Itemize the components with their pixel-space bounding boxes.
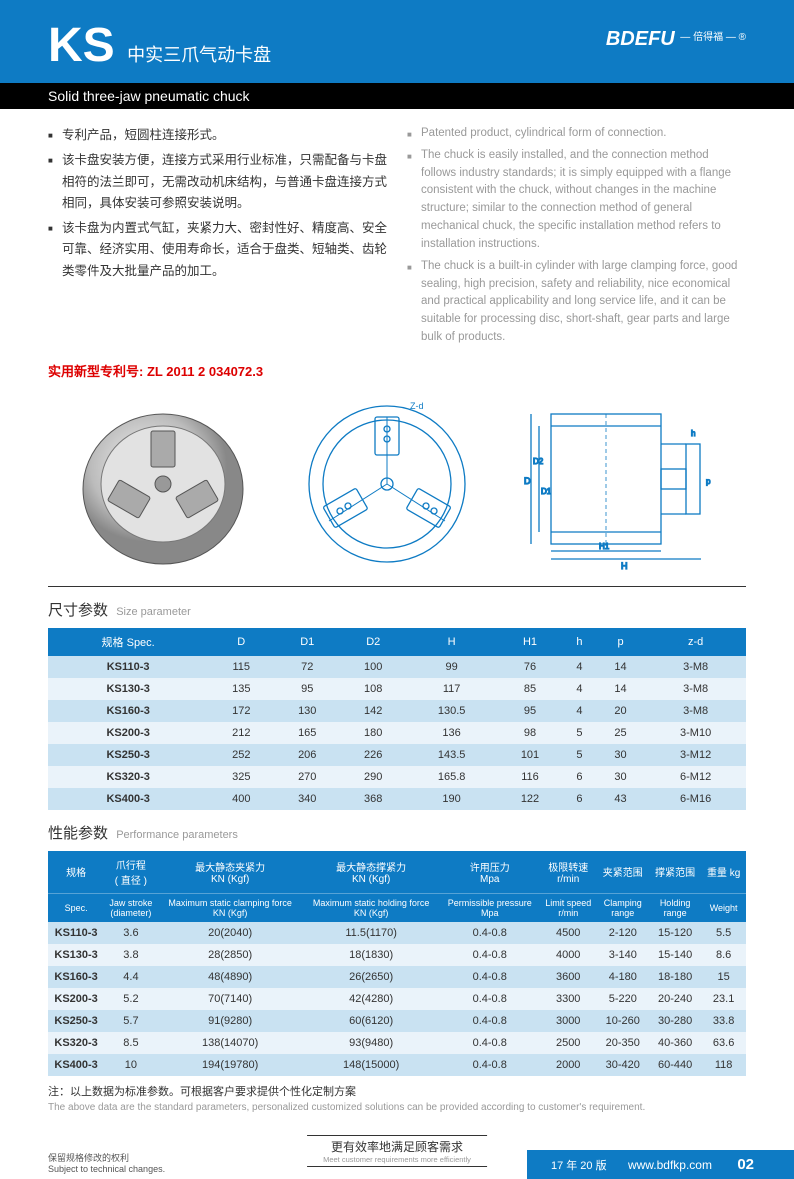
chuck-photo-illustration	[73, 399, 253, 569]
svg-text:H: H	[621, 561, 628, 571]
svg-text:h: h	[691, 429, 695, 438]
table-row: KS200-3212165180136985253-M10	[48, 722, 746, 744]
table-header-cn: 重量 kg	[701, 851, 746, 894]
footer-slogan: 更有效率地满足顾客需求 Meet customer requirements m…	[307, 1135, 487, 1167]
bullet-en: The chuck is a built-in cylinder with la…	[407, 258, 746, 347]
table-header: H	[406, 628, 497, 656]
table-header-cn: 极限转速r/min	[540, 851, 597, 894]
title-cn: 中实三爪气动卡盘	[127, 41, 271, 67]
table-header: D1	[274, 628, 340, 656]
table-header: H1	[497, 628, 563, 656]
table-header-cn: 夹紧范围	[597, 851, 649, 894]
svg-text:H1: H1	[599, 542, 610, 551]
table-header-cn: 最大静态撑紧力KN (Kgf)	[303, 851, 440, 894]
chuck-side-drawing: D D2 D1 H H1 h p	[521, 394, 721, 574]
bullet-en: Patented product, cylindrical form of co…	[407, 125, 746, 143]
table-header-cn: 最大静态夹紧力KN (Kgf)	[158, 851, 303, 894]
table-header-en: Holdingrange	[649, 893, 701, 922]
svg-text:p: p	[706, 477, 711, 486]
table-header: z-d	[645, 628, 746, 656]
table-row: KS160-3172130142130.5954203-M8	[48, 700, 746, 722]
table-row: KS110-33.620(2040)11.5(1170)0.4-0.845002…	[48, 922, 746, 944]
diagram-row: Z-d D D2 D1 H H1 h p	[48, 394, 746, 587]
footer-left: 保留规格修改的权利 Subject to technical changes.	[48, 1151, 165, 1174]
model-name: KS	[48, 18, 115, 73]
table-row: KS200-35.270(7140)42(4280)0.4-0.833005-2…	[48, 988, 746, 1010]
title-en: Solid three-jaw pneumatic chuck	[0, 83, 794, 109]
page-footer: 保留规格修改的权利 Subject to technical changes. …	[0, 1129, 794, 1179]
bullet-en: The chuck is easily installed, and the c…	[407, 147, 746, 254]
bullet-cn: 专利产品，短圆柱连接形式。	[48, 125, 387, 146]
table-row: KS130-313595108117854143-M8	[48, 678, 746, 700]
table-header-en: Jaw stroke(diameter)	[104, 893, 157, 922]
table-header: p	[596, 628, 645, 656]
table-header: 规格 Spec.	[48, 628, 208, 656]
table-header-en: Maximum static holding forceKN (Kgf)	[303, 893, 440, 922]
footnote: 注：以上数据为标准参数。可根据客户要求提供个性化定制方案 The above d…	[48, 1084, 746, 1116]
table-header: h	[563, 628, 596, 656]
table-row: KS320-3325270290165.81166306-M12	[48, 766, 746, 788]
table-header-en: Maximum static clamping forceKN (Kgf)	[158, 893, 303, 922]
bullet-cn: 该卡盘安装方便，连接方式采用行业标准，只需配备与卡盘相符的法兰即可，无需改动机床…	[48, 150, 387, 214]
table-header-cn: 许用压力Mpa	[440, 851, 540, 894]
table-row: KS160-34.448(4890)26(2650)0.4-0.836004-1…	[48, 966, 746, 988]
table-header-en: Spec.	[48, 893, 104, 922]
table-header: D	[208, 628, 274, 656]
chuck-front-drawing: Z-d	[302, 399, 472, 569]
table-row: KS400-34003403681901226436-M16	[48, 788, 746, 810]
table-row: KS320-38.5138(14070)93(9480)0.4-0.825002…	[48, 1032, 746, 1054]
table-header-cn: 爪行程( 直径 )	[104, 851, 157, 894]
table-header-en: Limit speedr/min	[540, 893, 597, 922]
table-row: KS400-310194(19780)148(15000)0.4-0.82000…	[48, 1054, 746, 1076]
svg-text:D: D	[524, 476, 531, 486]
table-header-cn: 规格	[48, 851, 104, 894]
patent-number: 实用新型专利号: ZL 2011 2 034072.3	[48, 361, 746, 380]
table-row: KS130-33.828(2850)18(1830)0.4-0.840003-1…	[48, 944, 746, 966]
svg-text:Z-d: Z-d	[410, 401, 424, 411]
table-row: KS250-35.791(9280)60(6120)0.4-0.8300010-…	[48, 1010, 746, 1032]
bullet-cn: 该卡盘为内置式气缸，夹紧力大、密封性好、精度高、安全可靠、经济实用、使用寿命长，…	[48, 218, 387, 282]
page-header: KS 中实三爪气动卡盘 BDEFU — 倍得福 — ®	[0, 0, 794, 83]
table-header-en: Permissible pressureMpa	[440, 893, 540, 922]
footer-bar: 17 年 20 版 www.bdfkp.com 02	[527, 1150, 794, 1179]
size-parameter-table: 规格 Spec.DD1D2HH1hpz-dKS110-3115721009976…	[48, 628, 746, 810]
table-header-cn: 撑紧范围	[649, 851, 701, 894]
table-row: KS110-31157210099764143-M8	[48, 656, 746, 678]
performance-parameter-table: 规格爪行程( 直径 )最大静态夹紧力KN (Kgf)最大静态撑紧力KN (Kgf…	[48, 851, 746, 1076]
perf-section-title: 性能参数 Performance parameters	[48, 822, 746, 843]
table-header: D2	[340, 628, 406, 656]
feature-bullets: 专利产品，短圆柱连接形式。该卡盘安装方便，连接方式采用行业标准，只需配备与卡盘相…	[48, 125, 746, 351]
svg-text:D2: D2	[533, 457, 544, 466]
brand-logo: BDEFU — 倍得福 — ®	[606, 28, 746, 51]
table-row: KS250-3252206226143.51015303-M12	[48, 744, 746, 766]
table-header-en: Clampingrange	[597, 893, 649, 922]
table-header-en: Weight	[701, 893, 746, 922]
svg-text:D1: D1	[541, 487, 552, 496]
size-section-title: 尺寸参数 Size parameter	[48, 599, 746, 620]
